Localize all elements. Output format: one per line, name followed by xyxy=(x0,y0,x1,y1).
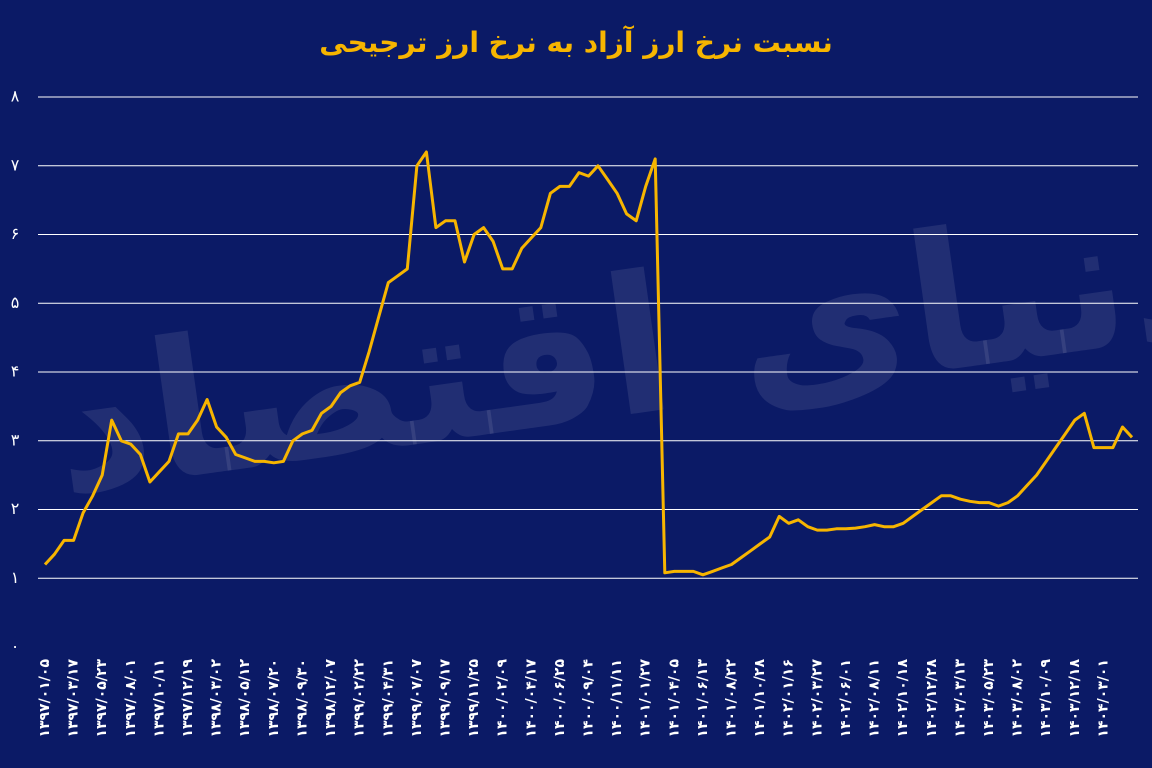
x-tick-label: ۱۴۰۱/۰۸/۲۲ xyxy=(724,659,740,738)
x-tick-label: ۱۴۰۲/۱۰/۱۸ xyxy=(895,659,911,738)
x-tick-label: ۱۳۹۷/۰۱/۰۵ xyxy=(37,659,53,738)
x-tick-label: ۱۴۰۳/۱۰/۰۹ xyxy=(1038,659,1054,738)
x-tick-label: ۱۴۰۱/۰۴/۰۵ xyxy=(666,659,682,738)
x-tick-label: ۱۴۰۰/۰۴/۱۷ xyxy=(523,659,539,738)
x-tick-label: ۱۴۰۰/۰۶/۲۵ xyxy=(552,659,568,738)
y-tick-label: ۸ xyxy=(11,87,20,106)
x-tick-label: ۱۳۹۷/۰۸/۰۱ xyxy=(123,659,139,738)
x-tick-label: ۱۴۰۴/۰۳/۰۱ xyxy=(1095,659,1111,738)
x-tick-label: ۱۳۹۷/۰۳/۱۷ xyxy=(66,659,82,738)
y-tick-label: ۲ xyxy=(11,499,20,518)
x-tick-label: ۱۴۰۲/۰۶/۰۱ xyxy=(838,659,854,738)
y-tick-label: ۶ xyxy=(11,224,20,243)
data-line xyxy=(43,150,1134,577)
x-tick-label: ۱۴۰۰/۰۲/۰۹ xyxy=(495,659,511,738)
x-tick-label: ۱۴۰۲/۱۲/۲۸ xyxy=(924,659,940,738)
y-tick-label: ۱ xyxy=(11,568,20,587)
x-tick-label: ۱۴۰۱/۰۱/۲۷ xyxy=(638,659,654,738)
x-tick-label: ۱۴۰۳/۰۳/۱۳ xyxy=(952,659,968,738)
x-tick-label: ۱۳۹۷/۱۰/۱۱ xyxy=(151,659,167,738)
x-tick-label: ۱۳۹۷/۰۵/۲۳ xyxy=(94,659,110,738)
x-tick-label: ۱۳۹۸/۰۷/۲۰ xyxy=(266,659,282,738)
x-tick-label: ۱۳۹۷/۱۲/۱۹ xyxy=(180,659,196,738)
x-tick-label: ۱۴۰۱/۰۶/۱۳ xyxy=(695,659,711,738)
x-tick-label: ۱۳۹۹/۰۲/۲۲ xyxy=(352,659,368,738)
x-tick-label: ۱۴۰۲/۰۸/۱۱ xyxy=(867,659,883,738)
x-tick-label: ۱۴۰۳/۱۲/۱۸ xyxy=(1067,659,1083,738)
x-tick-label: ۱۴۰۰/۱۱/۱۱ xyxy=(609,659,625,738)
x-tick-label: ۱۳۹۹/۰۷/۰۷ xyxy=(409,659,425,738)
chart-title: نسبت نرخ ارز آزاد به نرخ ارز ترجیحی xyxy=(319,25,832,59)
x-tick-label: ۱۳۹۹/۱۱/۲۵ xyxy=(466,659,482,738)
x-tick-label: ۱۴۰۳/۰۵/۲۳ xyxy=(981,659,997,738)
y-tick-label: ۴ xyxy=(11,362,20,381)
x-tick-label: ۱۳۹۸/۱۲/۰۷ xyxy=(323,659,339,738)
x-tick-label: ۱۴۰۰/۰۹/۰۴ xyxy=(581,659,597,738)
x-tick-label: ۱۳۹۸/۰۹/۳۰ xyxy=(294,659,310,738)
x-tick-label: ۱۳۹۹/۰۴/۳۱ xyxy=(380,659,396,738)
y-tick-label: ۰ xyxy=(11,637,20,656)
x-tick-label: ۱۳۹۹/۰۹/۱۷ xyxy=(437,659,453,738)
x-tick-label: ۱۴۰۱/۱۰/۲۸ xyxy=(752,659,768,738)
x-tick-label: ۱۳۹۸/۰۵/۱۲ xyxy=(237,659,253,738)
x-tick-label: ۱۴۰۲/۰۱/۱۶ xyxy=(781,659,797,738)
x-tick-label: ۱۴۰۲/۰۳/۲۷ xyxy=(809,659,825,738)
y-tick-label: ۵ xyxy=(11,293,20,312)
y-tick-label: ۳ xyxy=(11,430,20,449)
x-tick-label: ۱۳۹۸/۰۳/۰۲ xyxy=(209,659,225,738)
x-tick-label: ۱۴۰۳/۰۸/۰۲ xyxy=(1010,659,1026,738)
y-tick-label: ۷ xyxy=(11,155,20,174)
